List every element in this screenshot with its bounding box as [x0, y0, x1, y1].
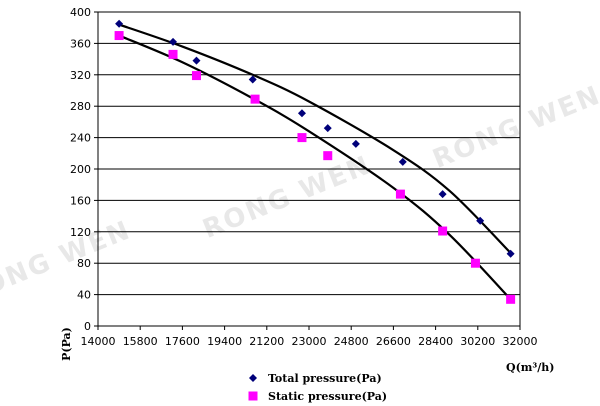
static-pressure-point: [114, 31, 124, 41]
y-tick-label: 80: [77, 257, 91, 270]
static-pressure-point: [297, 133, 307, 143]
watermark-text-0: RONG WEN: [0, 215, 135, 310]
y-tick-label: 200: [70, 163, 91, 176]
x-tick-label: 15800: [123, 335, 158, 348]
x-tick-label: 17600: [165, 335, 200, 348]
x-axis-label: Q(m³/h): [506, 361, 554, 374]
x-tick-label: 32000: [503, 335, 538, 348]
total-pressure-point: [398, 157, 407, 166]
static-pressure-point: [438, 226, 448, 236]
total-pressure-point: [169, 37, 178, 46]
y-tick-label: 320: [70, 69, 91, 82]
legend-marker-0: [249, 374, 257, 382]
total-pressure-point: [297, 109, 306, 118]
y-tick-label: 40: [77, 289, 91, 302]
watermark-text-2: RONG WEN: [429, 80, 600, 175]
total-pressure-point: [438, 190, 447, 199]
static-pressure-point: [323, 151, 333, 161]
total-pressure-point: [351, 139, 360, 148]
total-pressure-point: [192, 56, 201, 65]
x-tick-label: 21200: [249, 335, 284, 348]
y-tick-label: 360: [70, 37, 91, 50]
x-tick-label: 26600: [376, 335, 411, 348]
x-tick-label: 28400: [418, 335, 453, 348]
legend-label-0: Total pressure(Pa): [268, 372, 382, 385]
y-tick-label: 160: [70, 194, 91, 207]
data-points: [114, 19, 516, 304]
y-tick-label: 240: [70, 132, 91, 145]
watermark-text-1: RONG WEN: [199, 150, 376, 245]
grid-lines: [98, 42, 520, 296]
static-pressure-point: [506, 294, 516, 304]
x-tick-label: 30200: [460, 335, 495, 348]
static-pressure-point: [470, 258, 480, 268]
total-pressure-point: [115, 19, 124, 28]
fit-curve-0: [118, 23, 512, 254]
x-tick-label: 14000: [81, 335, 116, 348]
total-pressure-point: [323, 124, 332, 133]
y-tick-label: 400: [70, 6, 91, 19]
total-pressure-point: [506, 249, 515, 258]
y-tick-label: 120: [70, 226, 91, 239]
fit-curve-1: [118, 34, 512, 301]
y-axis-label: P(Pa): [60, 327, 73, 361]
tick-labels: 0 40 80 120 160 200 240 280 320 360 400 14000 15800 1…: [70, 6, 538, 348]
total-pressure-point: [248, 75, 257, 84]
legend-label-1: Static pressure(Pa): [268, 390, 387, 403]
y-tick-label: 0: [84, 320, 91, 333]
x-tick-label: 19400: [207, 335, 242, 348]
x-tick-label: 23000: [292, 335, 327, 348]
static-pressure-point: [168, 49, 178, 59]
static-pressure-point: [250, 94, 260, 104]
y-tick-label: 280: [70, 100, 91, 113]
legend: Total pressure(Pa) Static pressure(Pa): [248, 372, 387, 403]
total-pressure-point: [476, 216, 485, 225]
legend-marker-1: [248, 391, 258, 401]
fit-curves: [118, 23, 512, 301]
static-pressure-point: [191, 71, 201, 81]
static-pressure-point: [395, 189, 405, 199]
x-tick-label: 24800: [334, 335, 369, 348]
